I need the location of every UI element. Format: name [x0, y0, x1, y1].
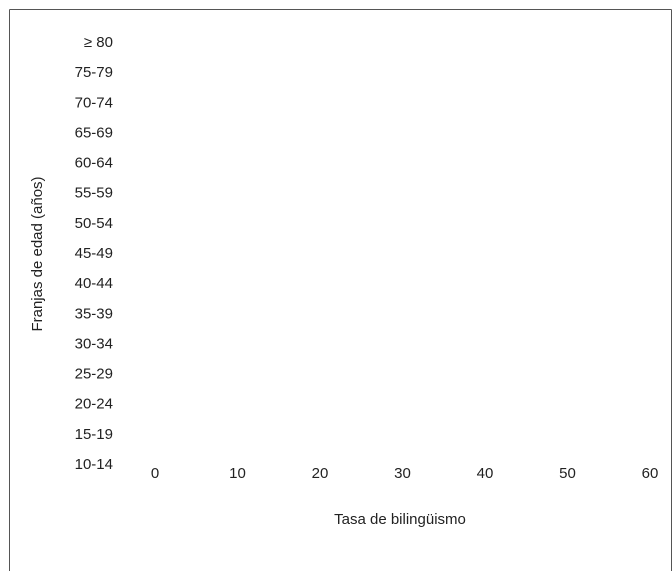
- y-tick-label: 25-29: [75, 366, 113, 383]
- y-tick-label: 15-19: [75, 426, 113, 443]
- x-tick-label: 30: [394, 465, 411, 482]
- y-tick-label: 45-49: [75, 245, 113, 262]
- x-axis-label: Tasa de bilingüismo: [334, 511, 466, 528]
- x-tick-label: 40: [477, 465, 494, 482]
- y-tick-label: 75-79: [75, 64, 113, 81]
- y-tick-label: 55-59: [75, 185, 113, 202]
- y-tick-label: 50-54: [75, 215, 113, 232]
- y-tick-label: 35-39: [75, 305, 113, 322]
- x-tick-label: 50: [559, 465, 576, 482]
- y-axis-label: Franjas de edad (años): [29, 176, 46, 331]
- y-tick-label: ≥ 80: [84, 34, 113, 51]
- x-tick-label: 20: [312, 465, 329, 482]
- y-tick-label: 40-44: [75, 275, 113, 292]
- x-tick-label: 10: [229, 465, 246, 482]
- y-tick-label: 70-74: [75, 94, 113, 111]
- x-tick-label: 60: [642, 465, 659, 482]
- y-tick-label: 30-34: [75, 335, 113, 352]
- y-tick-label: 20-24: [75, 396, 113, 413]
- y-tick-label: 60-64: [75, 155, 113, 172]
- y-tick-label: 65-69: [75, 124, 113, 141]
- y-tick-label: 10-14: [75, 456, 113, 473]
- x-tick-label: 0: [151, 465, 159, 482]
